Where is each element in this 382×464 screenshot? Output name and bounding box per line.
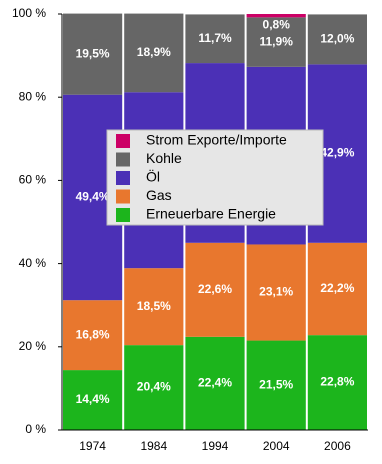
bar-segment <box>185 242 245 337</box>
x-tick-label: 1994 <box>202 439 229 453</box>
bar-segment <box>246 340 306 430</box>
value-label: 23,1% <box>259 285 293 299</box>
value-label: 22,2% <box>320 281 354 295</box>
x-tick-label: 2006 <box>324 439 351 453</box>
x-tick-label: 1974 <box>79 439 106 453</box>
value-label: 0,8% <box>263 17 291 31</box>
bar-segment <box>63 370 123 430</box>
value-label: 11,9% <box>260 34 294 48</box>
value-label: 16,8% <box>76 327 110 341</box>
bar-segment <box>124 268 184 346</box>
bar-segment <box>63 13 123 95</box>
value-label: 19,5% <box>76 46 110 60</box>
value-label: 11,7% <box>198 31 232 45</box>
legend-swatch <box>116 152 130 167</box>
legend-swatch <box>116 189 130 204</box>
bar-segment <box>63 300 123 371</box>
y-tick-label: 40 % <box>19 256 47 270</box>
value-label: 14,4% <box>76 392 110 406</box>
bar-segment <box>307 14 367 65</box>
value-label: 12,0% <box>320 32 354 46</box>
value-label: 42,9% <box>320 146 354 160</box>
y-tick-label: 80 % <box>19 89 47 103</box>
x-tick-label: 1984 <box>140 439 167 453</box>
value-label: 49,4% <box>76 190 110 204</box>
legend-label: Strom Exporte/Importe <box>146 132 287 148</box>
y-tick-label: 100 % <box>12 6 46 20</box>
bar-segment <box>185 336 245 430</box>
legend-swatch <box>116 208 130 222</box>
legend-swatch <box>116 134 130 148</box>
bar-segment <box>124 345 184 430</box>
legend-label: Erneuerbare Energie <box>146 206 276 222</box>
value-label: 22,4% <box>198 376 232 390</box>
value-label: 18,5% <box>137 299 171 313</box>
legend-label: Öl <box>146 168 160 185</box>
legend-label: Gas <box>146 187 172 203</box>
bar-segment <box>246 244 306 341</box>
bar-segment <box>307 335 367 430</box>
value-label: 18,9% <box>137 45 171 59</box>
y-tick-label: 60 % <box>19 173 47 187</box>
value-label: 21,5% <box>259 377 293 391</box>
x-tick-label: 2004 <box>263 439 290 453</box>
value-label: 22,6% <box>198 282 232 296</box>
value-label: 20,4% <box>137 380 171 394</box>
legend-label: Kohle <box>146 150 182 166</box>
bar-segment <box>124 13 184 93</box>
legend-swatch <box>116 171 130 185</box>
value-label: 22,8% <box>320 375 354 389</box>
bar-segment <box>307 242 367 336</box>
bar-segment <box>185 14 245 64</box>
bar-segment <box>246 17 306 67</box>
legend-box <box>106 129 324 226</box>
y-tick-label: 0 % <box>25 422 46 436</box>
y-tick-label: 20 % <box>19 339 47 353</box>
bar-segment <box>246 14 306 18</box>
